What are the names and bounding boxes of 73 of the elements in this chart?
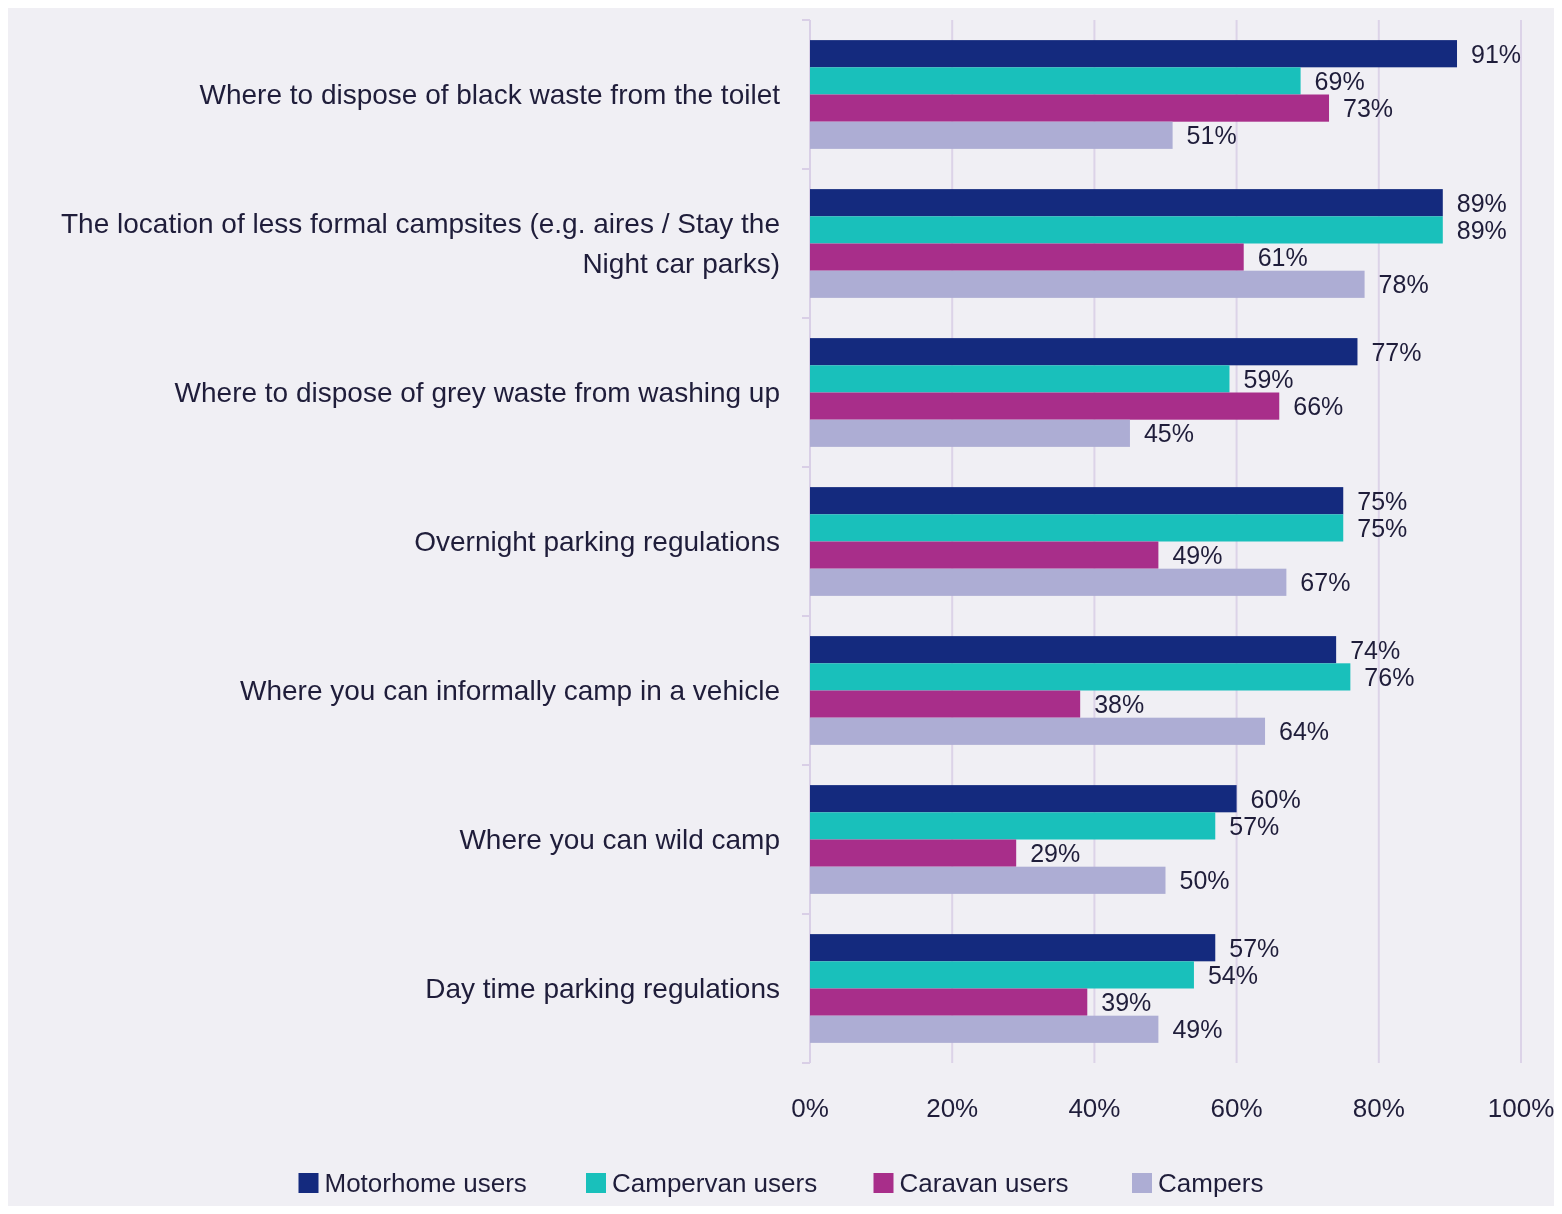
bar	[810, 392, 1280, 420]
x-tick-label: 100%	[1487, 1093, 1555, 1123]
bar	[810, 866, 1166, 894]
x-tick-label: 80%	[1352, 1093, 1405, 1123]
x-tick-label: 60%	[1210, 1093, 1263, 1123]
data-label: 73%	[1343, 94, 1394, 123]
data-label: 66%	[1293, 392, 1344, 421]
bar	[810, 243, 1244, 271]
bar	[810, 988, 1088, 1016]
bar	[810, 487, 1344, 515]
data-label: 59%	[1243, 364, 1294, 393]
data-label: 74%	[1350, 635, 1401, 664]
y-tick-label: Overnight parking regulations	[414, 525, 780, 557]
y-tick-label: Where you can wild camp	[459, 823, 780, 855]
bar	[810, 934, 1216, 962]
bar	[810, 690, 1081, 718]
data-label: 57%	[1229, 933, 1280, 962]
y-tick-label: Day time parking regulations	[425, 972, 780, 1004]
legend-label: Caravan users	[899, 1168, 1069, 1198]
bar	[810, 338, 1358, 366]
data-label: 60%	[1250, 784, 1301, 813]
data-label: 45%	[1143, 419, 1194, 448]
data-label: 75%	[1357, 486, 1408, 515]
bar	[810, 541, 1159, 569]
bar	[810, 717, 1266, 745]
data-label: 49%	[1172, 1015, 1223, 1044]
bar	[810, 1015, 1159, 1043]
data-label: 57%	[1229, 811, 1280, 840]
data-label: 91%	[1471, 39, 1522, 68]
bar	[810, 94, 1330, 122]
bar	[810, 40, 1458, 68]
bar	[810, 67, 1301, 95]
data-label: 38%	[1094, 690, 1145, 719]
data-label: 76%	[1364, 662, 1415, 691]
bar	[810, 514, 1344, 542]
data-label: 69%	[1314, 66, 1365, 95]
data-label: 39%	[1101, 988, 1152, 1017]
legend-label: Campervan users	[612, 1168, 818, 1198]
data-label: 77%	[1371, 337, 1422, 366]
data-label: 89%	[1456, 188, 1507, 217]
data-label: 75%	[1357, 513, 1408, 542]
legend-label: Campers	[1158, 1168, 1264, 1198]
bar	[810, 419, 1130, 447]
y-tick-label: The location of less formal campsites (e.g. aires / Stay the Night car parks)	[61, 207, 780, 279]
bar	[810, 189, 1443, 217]
bar	[810, 636, 1337, 664]
data-label: 89%	[1456, 215, 1507, 244]
y-tick-label: Where you can informally camp in a vehicle	[239, 674, 780, 706]
bar	[810, 839, 1017, 867]
data-label: 67%	[1300, 568, 1351, 597]
bar	[810, 961, 1194, 989]
bar	[810, 121, 1173, 149]
data-label: 78%	[1378, 270, 1429, 299]
data-label: 64%	[1279, 717, 1330, 746]
data-label: 49%	[1172, 541, 1223, 570]
bar	[810, 270, 1365, 298]
bar	[810, 663, 1351, 691]
bar	[810, 568, 1287, 596]
data-label: 50%	[1179, 866, 1230, 895]
bar	[810, 785, 1237, 813]
x-tick-label: 40%	[1068, 1093, 1121, 1123]
data-label: 29%	[1030, 839, 1081, 868]
legend-label: Motorhome users	[324, 1168, 527, 1198]
bar	[810, 812, 1216, 840]
data-label: 54%	[1207, 960, 1258, 989]
x-tick-label: 0%	[791, 1093, 829, 1123]
y-tick-label: Where to dispose of grey waste from washing up	[174, 376, 780, 408]
data-label: 51%	[1186, 121, 1237, 150]
y-tick-label: Where to dispose of black waste from the toilet	[199, 78, 781, 110]
bar	[810, 365, 1230, 393]
data-label: 61%	[1257, 243, 1308, 272]
bar	[810, 216, 1443, 244]
x-tick-label: 20%	[926, 1093, 979, 1123]
